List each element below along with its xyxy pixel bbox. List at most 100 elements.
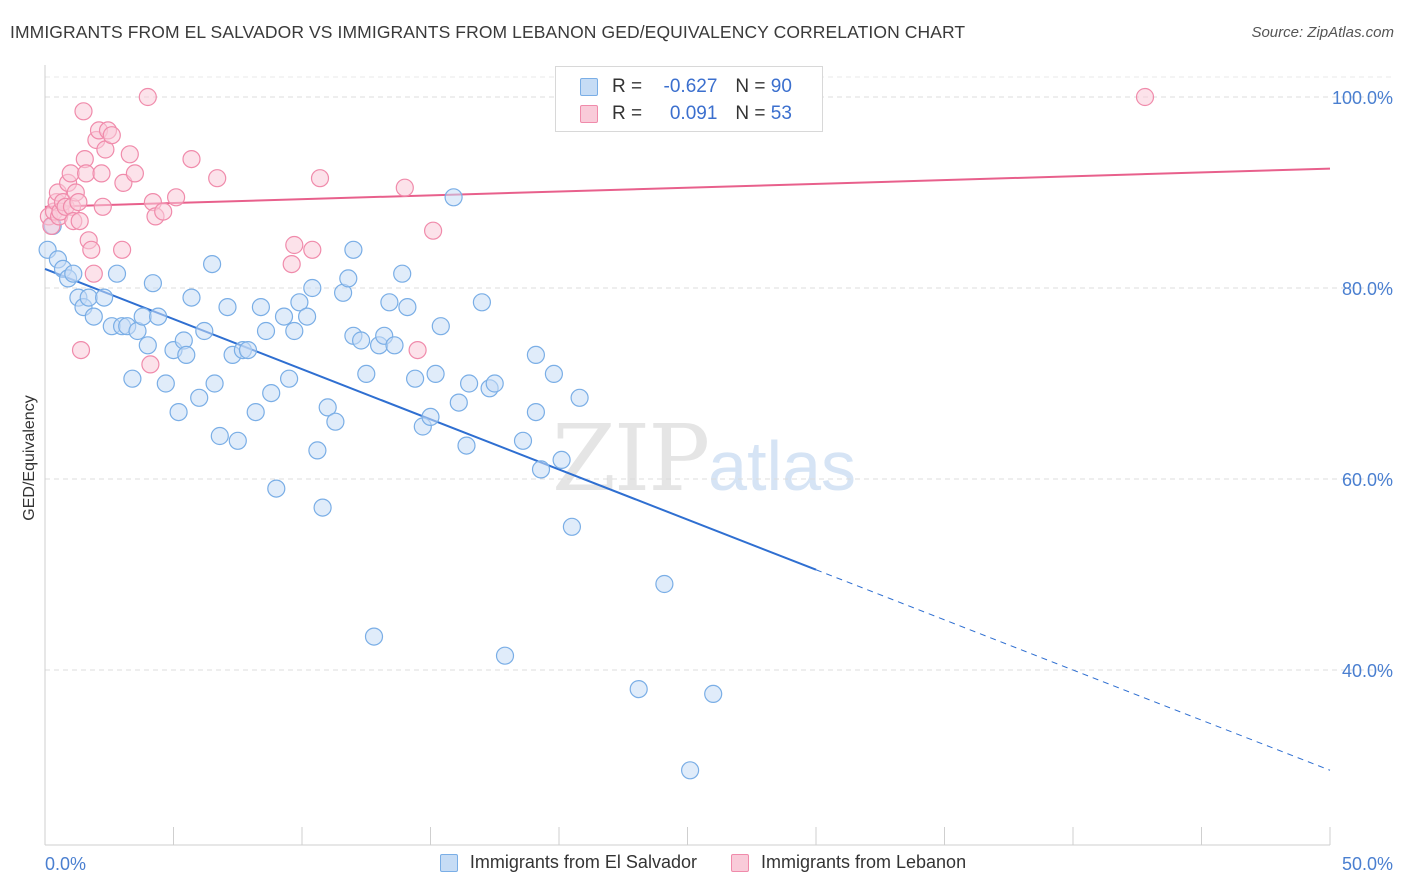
point-lebanon bbox=[167, 188, 186, 207]
point-el-salvador bbox=[629, 679, 648, 699]
point-lebanon bbox=[74, 102, 93, 121]
legend-n-label: N = bbox=[735, 103, 766, 124]
axes bbox=[44, 65, 1331, 846]
tick-labels: 40.0% 60.0% 80.0% 100.0% 0.0% 50.0% bbox=[45, 88, 1393, 874]
point-el-salvador bbox=[195, 321, 214, 341]
legend-item-lebanon: Immigrants from Lebanon bbox=[730, 852, 967, 873]
point-el-salvador bbox=[308, 441, 327, 460]
point-el-salvador bbox=[339, 269, 358, 288]
point-lebanon bbox=[125, 164, 144, 183]
y-tick-label: 40.0% bbox=[1342, 661, 1393, 681]
point-el-salvador bbox=[149, 307, 168, 326]
legend-r-label: R = bbox=[612, 76, 643, 97]
point-el-salvador bbox=[393, 264, 412, 283]
legend-n-value-2: 53 bbox=[770, 103, 792, 124]
point-el-salvador bbox=[570, 388, 589, 407]
point-lebanon bbox=[120, 145, 139, 164]
legend-label-lebanon: Immigrants from Lebanon bbox=[760, 852, 967, 872]
point-el-salvador bbox=[262, 384, 281, 403]
point-lebanon bbox=[408, 341, 427, 360]
point-el-salvador bbox=[457, 436, 476, 455]
point-el-salvador bbox=[357, 364, 376, 383]
point-el-salvador bbox=[406, 369, 425, 388]
legend-row-el-salvador: R = -0.627 N = 90 bbox=[580, 74, 792, 100]
point-lebanon bbox=[102, 126, 121, 145]
point-el-salvador bbox=[326, 412, 345, 431]
legend-swatch-el-salvador bbox=[439, 853, 458, 872]
legend-label-el-salvador: Immigrants from El Salvador bbox=[469, 852, 697, 872]
point-el-salvador bbox=[298, 307, 317, 326]
point-el-salvador bbox=[444, 188, 463, 207]
point-lebanon bbox=[282, 255, 301, 274]
point-el-salvador bbox=[84, 307, 103, 326]
legend-r-value-1: -0.627 bbox=[663, 76, 718, 97]
grid-lines bbox=[45, 76, 1393, 671]
point-el-salvador bbox=[169, 403, 188, 422]
watermark: ZIPatlas bbox=[552, 405, 856, 512]
data-points bbox=[38, 87, 1155, 780]
point-el-salvador bbox=[285, 321, 304, 341]
legend-swatch-pink bbox=[580, 105, 598, 123]
trend-line-el-salvador-extension bbox=[815, 569, 1331, 771]
point-lebanon bbox=[154, 202, 173, 221]
watermark-atlas: atlas bbox=[708, 427, 857, 505]
y-tick-label: 100.0% bbox=[1332, 88, 1393, 108]
y-tick-label: 80.0% bbox=[1342, 279, 1393, 299]
point-el-salvador bbox=[421, 407, 440, 426]
point-el-salvador bbox=[123, 369, 142, 388]
point-lebanon bbox=[182, 150, 201, 169]
legend-r-value-2: 0.091 bbox=[669, 103, 718, 124]
trend-line-lebanon bbox=[44, 167, 1331, 208]
point-el-salvador bbox=[133, 307, 152, 326]
point-el-salvador bbox=[562, 517, 582, 536]
point-el-salvador bbox=[472, 293, 491, 312]
legend-n-label: N = bbox=[735, 76, 766, 97]
point-el-salvador bbox=[138, 336, 157, 355]
point-el-salvador bbox=[655, 574, 674, 594]
x-tick-label-min: 0.0% bbox=[45, 854, 86, 874]
point-el-salvador bbox=[449, 393, 468, 412]
legend-swatch-lebanon bbox=[730, 853, 749, 872]
point-el-salvador bbox=[228, 431, 247, 450]
point-lebanon bbox=[92, 164, 111, 183]
point-el-salvador bbox=[210, 426, 229, 446]
legend-row-lebanon: R = 0.091 N = 53 bbox=[580, 101, 792, 127]
point-el-salvador bbox=[526, 403, 546, 422]
point-el-salvador bbox=[280, 369, 299, 388]
series-legend: Immigrants from El Salvador Immigrants f… bbox=[0, 852, 1406, 873]
point-el-salvador bbox=[290, 293, 309, 312]
point-lebanon bbox=[303, 240, 322, 259]
point-el-salvador bbox=[205, 374, 224, 393]
point-el-salvador bbox=[364, 627, 384, 646]
point-el-salvador bbox=[203, 255, 222, 274]
point-el-salvador bbox=[182, 288, 201, 307]
point-el-salvador bbox=[513, 431, 533, 450]
point-el-salvador bbox=[385, 336, 404, 355]
point-el-salvador bbox=[156, 374, 175, 393]
point-el-salvador bbox=[79, 288, 98, 307]
point-el-salvador bbox=[64, 264, 83, 283]
point-el-salvador bbox=[177, 345, 196, 364]
chart-title: IMMIGRANTS FROM EL SALVADOR VS IMMIGRANT… bbox=[10, 22, 966, 42]
point-el-salvador bbox=[318, 398, 337, 417]
point-el-salvador bbox=[94, 288, 114, 307]
point-el-salvador bbox=[107, 264, 127, 283]
point-lebanon bbox=[1135, 87, 1155, 107]
point-el-salvador bbox=[531, 460, 551, 479]
point-lebanon bbox=[141, 355, 160, 374]
point-lebanon bbox=[61, 164, 80, 183]
point-el-salvador bbox=[352, 331, 371, 350]
point-el-salvador bbox=[398, 298, 417, 317]
point-el-salvador bbox=[267, 479, 286, 498]
legend-n-value-1: 90 bbox=[770, 76, 792, 97]
point-lebanon bbox=[84, 264, 103, 283]
point-lebanon bbox=[70, 212, 89, 231]
x-tick-label-max: 50.0% bbox=[1342, 854, 1393, 874]
point-lebanon bbox=[69, 193, 88, 212]
point-el-salvador bbox=[460, 374, 479, 393]
point-lebanon bbox=[138, 87, 157, 107]
point-lebanon bbox=[71, 341, 91, 360]
point-el-salvador bbox=[431, 317, 450, 336]
legend-swatch-blue bbox=[580, 78, 598, 96]
